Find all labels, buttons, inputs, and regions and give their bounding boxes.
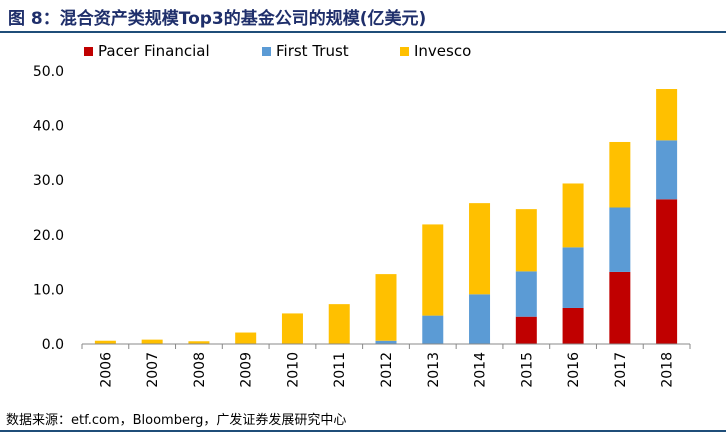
title-divider <box>0 31 726 33</box>
bar-first-trust-2012 <box>375 340 397 344</box>
bar-pacer-financial-2017 <box>609 271 631 344</box>
figure-title: 图 8：混合资产类规模Top3的基金公司的规模(亿美元) <box>8 9 427 29</box>
legend-swatch-first-trust <box>262 47 271 56</box>
bar-first-trust-2016 <box>562 247 584 308</box>
x-tick-label: 2015 <box>519 352 535 388</box>
x-tick-label: 2010 <box>285 352 301 388</box>
source-note: 数据来源：etf.com，Bloomberg，广发证券发展研究中心 <box>6 413 347 428</box>
bar-invesco-2006 <box>94 340 116 344</box>
x-tick-label: 2007 <box>145 352 161 388</box>
x-tick-label: 2013 <box>426 352 442 388</box>
bar-invesco-2015 <box>515 209 537 272</box>
x-tick-label: 2009 <box>239 352 255 388</box>
bar-invesco-2012 <box>375 274 397 341</box>
bar-pacer-financial-2018 <box>656 199 678 344</box>
bar-first-trust-2015 <box>515 271 537 317</box>
bottom-divider <box>0 430 726 432</box>
bar-first-trust-2017 <box>609 207 631 272</box>
x-tick-label: 2014 <box>473 352 489 388</box>
y-tick-label: 10.0 <box>33 282 64 298</box>
x-tick-label: 2016 <box>566 352 582 388</box>
legend-swatch-pacer-financial <box>84 47 93 56</box>
x-tick-label: 2006 <box>98 352 114 388</box>
bar-invesco-2013 <box>422 224 444 316</box>
bar-first-trust-2014 <box>469 294 491 344</box>
bar-pacer-financial-2015 <box>515 316 537 344</box>
legend-label: First Trust <box>276 42 349 60</box>
bar-invesco-2016 <box>562 183 584 248</box>
bar-invesco-2017 <box>609 141 631 208</box>
x-tick-label: 2012 <box>379 352 395 388</box>
bar-invesco-2014 <box>469 203 491 295</box>
bar-invesco-2008 <box>188 341 210 344</box>
legend-label: Invesco <box>414 42 471 60</box>
y-tick-label: 40.0 <box>33 119 64 135</box>
x-tick-label: 2017 <box>613 352 629 388</box>
bar-invesco-2009 <box>235 332 257 344</box>
legend-label: Pacer Financial <box>98 42 210 60</box>
y-tick-label: 30.0 <box>33 173 64 189</box>
bar-first-trust-2018 <box>656 140 678 200</box>
bar-first-trust-2013 <box>422 315 444 344</box>
bar-invesco-2011 <box>328 304 350 344</box>
bar-pacer-financial-2016 <box>562 307 584 344</box>
bar-invesco-2010 <box>281 313 303 344</box>
bar-invesco-2018 <box>656 89 678 141</box>
y-tick-label: 0.0 <box>42 337 64 353</box>
x-tick-label: 2008 <box>192 352 208 388</box>
x-tick-label: 2018 <box>660 352 676 388</box>
stacked-bar-chart: 0.0 10.0 20.0 30.0 40.0 50.0 2006 2007 2008 2009 2… <box>33 42 691 388</box>
legend-swatch-invesco <box>400 47 409 56</box>
x-tick-label: 2011 <box>332 352 348 388</box>
y-tick-label: 20.0 <box>33 228 64 244</box>
bar-invesco-2007 <box>141 339 163 344</box>
y-tick-label: 50.0 <box>33 64 64 80</box>
